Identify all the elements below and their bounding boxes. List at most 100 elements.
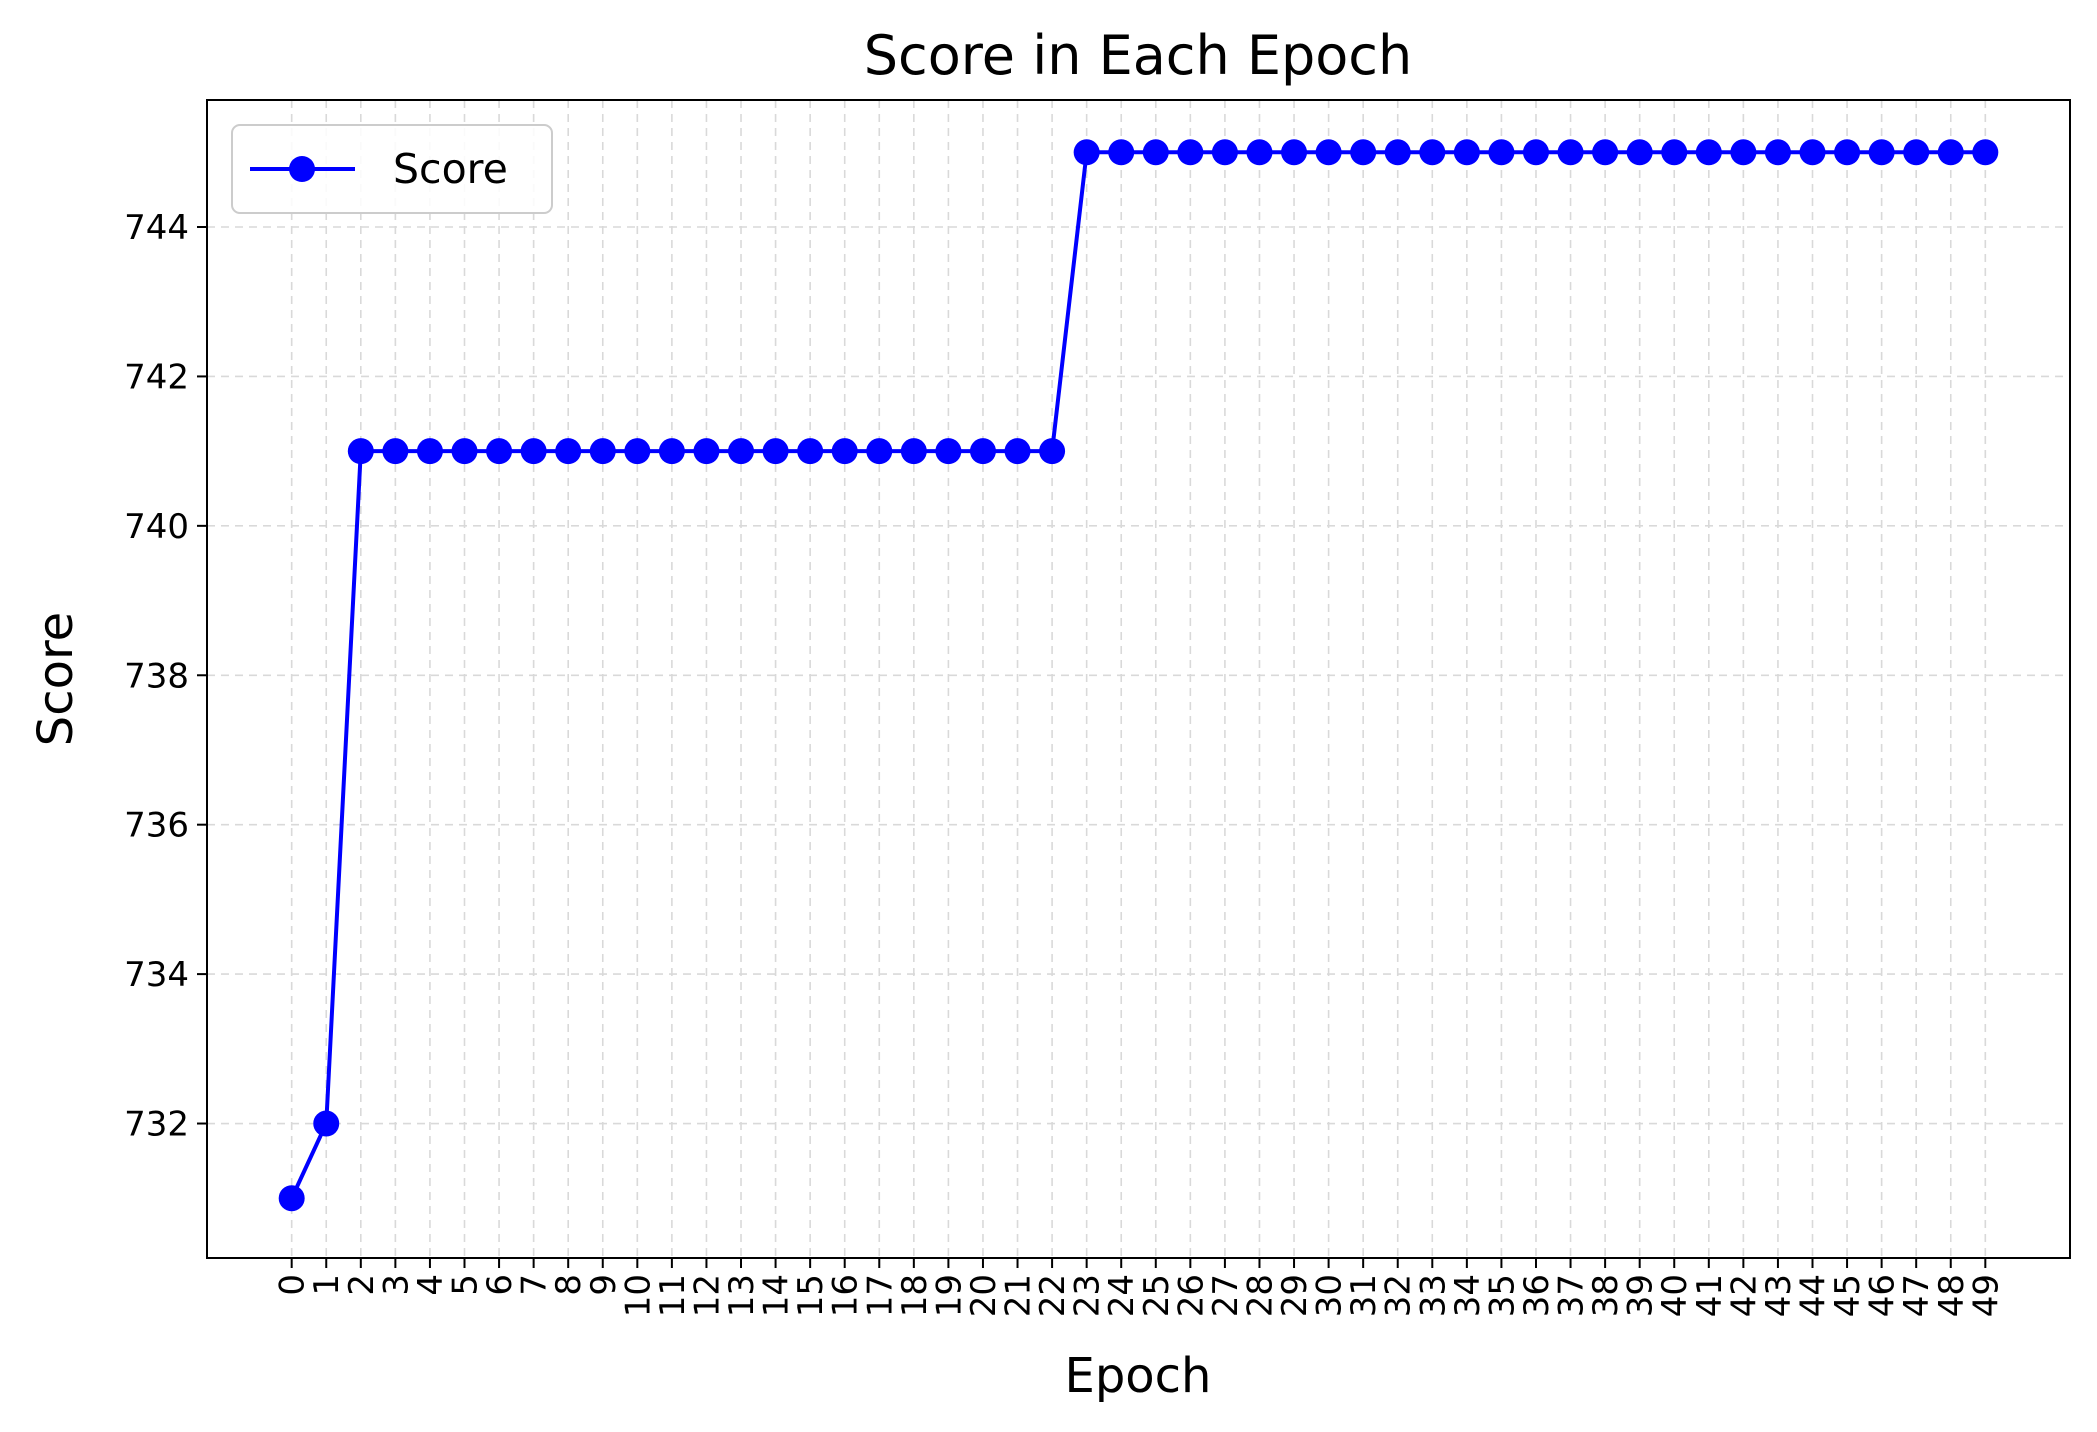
data-point: [1799, 139, 1826, 166]
data-point: [658, 438, 685, 465]
data-point: [1039, 438, 1066, 465]
data-point: [1557, 139, 1584, 166]
y-tick-label: 736: [124, 806, 189, 846]
x-tick-label: 24: [1102, 1274, 1142, 1317]
data-point: [451, 438, 478, 465]
data-point: [1108, 139, 1135, 166]
data-point: [1315, 139, 1342, 166]
x-tick-label: 47: [1897, 1274, 1937, 1317]
data-point: [1453, 139, 1480, 166]
legend-label-score: Score: [393, 145, 508, 193]
data-point: [1384, 139, 1411, 166]
x-tick-label: 38: [1586, 1274, 1626, 1317]
x-tick-label: 12: [687, 1274, 727, 1317]
x-tick-label: 10: [618, 1274, 658, 1317]
data-point: [1972, 139, 1999, 166]
x-tick-label: 26: [1171, 1274, 1211, 1317]
x-tick-label: 20: [964, 1274, 1004, 1317]
data-point: [831, 438, 858, 465]
data-point: [1661, 139, 1688, 166]
data-point: [278, 1185, 305, 1212]
x-tick-label: 27: [1206, 1274, 1246, 1317]
x-tick-label: 28: [1240, 1274, 1280, 1317]
data-point: [1834, 139, 1861, 166]
x-tick-label: 17: [860, 1274, 900, 1317]
x-tick-label: 16: [826, 1274, 866, 1317]
data-point: [1592, 139, 1619, 166]
data-point: [1419, 139, 1446, 166]
x-tick-label: 18: [895, 1274, 935, 1317]
data-point: [1004, 438, 1031, 465]
x-axis-ticks: 0123456789101112131415161718192021222324…: [273, 1258, 2006, 1317]
data-point: [762, 438, 789, 465]
x-tick-label: 2: [342, 1274, 382, 1296]
x-tick-label: 30: [1310, 1274, 1350, 1317]
x-tick-label: 25: [1137, 1274, 1177, 1317]
x-tick-label: 42: [1724, 1274, 1764, 1317]
x-tick-label: 43: [1759, 1274, 1799, 1317]
data-point: [1730, 139, 1757, 166]
x-tick-label: 4: [411, 1274, 451, 1296]
y-axis-label: Score: [28, 612, 84, 746]
data-point: [1937, 139, 1964, 166]
x-tick-label: 37: [1552, 1274, 1592, 1317]
y-tick-label: 742: [124, 357, 189, 397]
x-tick-label: 21: [999, 1274, 1039, 1317]
x-tick-label: 22: [1033, 1274, 1073, 1317]
y-tick-label: 738: [124, 656, 189, 696]
y-tick-label: 734: [124, 955, 189, 995]
series-layer: [278, 139, 1999, 1212]
data-point: [1246, 139, 1273, 166]
data-point: [416, 438, 443, 465]
x-tick-label: 40: [1655, 1274, 1695, 1317]
x-tick-label: 32: [1379, 1274, 1419, 1317]
data-point: [728, 438, 755, 465]
x-tick-label: 44: [1793, 1274, 1833, 1317]
x-tick-label: 0: [273, 1274, 313, 1296]
data-point: [624, 438, 651, 465]
data-point: [1177, 139, 1204, 166]
data-point: [693, 438, 720, 465]
chart-title: Score in Each Epoch: [864, 24, 1412, 87]
data-point: [797, 438, 824, 465]
x-axis-label: Epoch: [1065, 1348, 1212, 1404]
x-tick-label: 15: [791, 1274, 831, 1317]
data-point: [1695, 139, 1722, 166]
x-tick-label: 46: [1863, 1274, 1903, 1317]
x-tick-label: 34: [1448, 1274, 1488, 1317]
data-point: [969, 438, 996, 465]
x-tick-label: 19: [929, 1274, 969, 1317]
x-tick-label: 6: [480, 1274, 520, 1296]
y-axis-ticks: 732 734 736 738 740 742 744: [124, 208, 207, 1145]
x-tick-label: 33: [1413, 1274, 1453, 1317]
plot-frame: [206, 99, 2071, 1259]
data-point: [1522, 139, 1549, 166]
x-tick-label: 7: [515, 1274, 555, 1296]
x-tick-label: 9: [584, 1274, 624, 1296]
x-tick-label: 39: [1621, 1274, 1661, 1317]
x-tick-label: 3: [376, 1274, 416, 1296]
legend: Score: [231, 124, 553, 214]
x-tick-label: 48: [1932, 1274, 1972, 1317]
data-point: [1350, 139, 1377, 166]
data-point: [1488, 139, 1515, 166]
x-tick-label: 35: [1482, 1274, 1522, 1317]
data-point: [313, 1110, 340, 1137]
x-tick-label: 45: [1828, 1274, 1868, 1317]
x-tick-label: 13: [722, 1274, 762, 1317]
y-tick-label: 740: [124, 507, 189, 547]
x-tick-label: 49: [1966, 1274, 2006, 1317]
x-tick-label: 41: [1690, 1274, 1730, 1317]
x-tick-label: 11: [653, 1274, 693, 1317]
data-point: [382, 438, 409, 465]
data-point: [555, 438, 582, 465]
x-tick-label: 36: [1517, 1274, 1557, 1317]
data-point: [1073, 139, 1100, 166]
data-point: [866, 438, 893, 465]
data-point: [1626, 139, 1653, 166]
x-tick-label: 31: [1344, 1274, 1384, 1317]
y-tick-label: 744: [124, 208, 189, 248]
legend-marker-swatch: [289, 156, 315, 182]
data-point: [347, 438, 374, 465]
